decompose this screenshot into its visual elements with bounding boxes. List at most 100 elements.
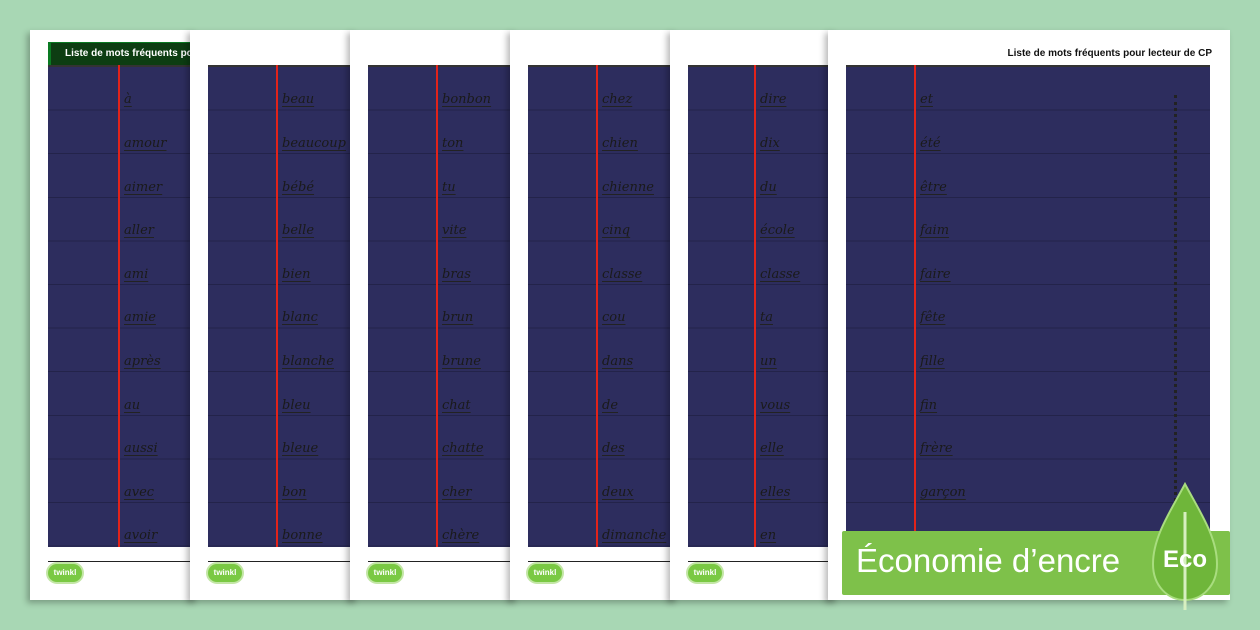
word-item: avoir (124, 528, 158, 543)
page-title: Liste de mots fréquents pour lecteur de … (1007, 48, 1212, 59)
word-list: dire dix du école classe ta un vous elle… (760, 65, 838, 545)
margin-line (436, 65, 438, 547)
word-item: des (602, 441, 625, 456)
twinkl-logo: twinkl (368, 564, 402, 582)
word-item: chienne (602, 180, 654, 195)
word-item: dans (602, 354, 634, 369)
word-list: bonbon ton tu vite bras brun brune chat … (442, 65, 518, 545)
twinkl-logo: twinkl (528, 564, 562, 582)
word-item: ami (124, 267, 149, 282)
footer-divider (528, 561, 678, 562)
word-item: et (920, 92, 933, 107)
word-item: bras (442, 267, 471, 282)
word-item: brune (442, 354, 481, 369)
word-item: avec (124, 485, 155, 500)
twinkl-logo: twinkl (208, 564, 242, 582)
word-item: dimanche (602, 528, 667, 543)
word-item: amie (124, 310, 156, 325)
footer-divider (208, 561, 358, 562)
word-item: beaucoup (282, 136, 346, 151)
twinkl-logo: twinkl (48, 564, 82, 582)
word-list: beau beaucoup bébé belle bien blanc blan… (282, 65, 358, 545)
word-item: blanc (282, 310, 318, 325)
word-item: au (124, 398, 141, 413)
word-item: fête (920, 310, 946, 325)
word-item: aller (124, 223, 154, 238)
page-title: Liste de mots fréquents pour (48, 42, 198, 66)
word-item: bonbon (442, 92, 492, 107)
word-item: bébé (282, 180, 315, 195)
word-item: bien (282, 267, 311, 282)
word-item: vous (760, 398, 791, 413)
dotted-cut-line (1174, 95, 1177, 555)
twinkl-logo: twinkl (688, 564, 722, 582)
margin-line (914, 65, 916, 547)
ruled-lines (208, 65, 358, 547)
word-item: fille (920, 354, 945, 369)
word-item: chatte (442, 441, 484, 456)
worksheet-page-1: Liste de mots fréquents pour à amour aim… (30, 30, 198, 600)
word-item: cou (602, 310, 626, 325)
word-item: vite (442, 223, 467, 238)
word-item: chère (442, 528, 480, 543)
word-item: aimer (124, 180, 163, 195)
word-item: faire (920, 267, 951, 282)
word-item: ta (760, 310, 773, 325)
word-item: en (760, 528, 777, 543)
word-item: cinq (602, 223, 631, 238)
word-item: amour (124, 136, 167, 151)
margin-line (596, 65, 598, 547)
word-item: de (602, 398, 619, 413)
word-list: à amour aimer aller ami amie après au au… (124, 65, 198, 545)
word-item: frère (920, 441, 953, 456)
ruled-lines (846, 65, 1210, 547)
word-item: bleu (282, 398, 311, 413)
margin-line (276, 65, 278, 547)
word-item: beau (282, 92, 315, 107)
worksheet-page-4: chez chien chienne cinq classe cou dans … (510, 30, 678, 600)
word-item: chat (442, 398, 471, 413)
word-item: bleue (282, 441, 319, 456)
word-item: ton (442, 136, 464, 151)
word-item: bonne (282, 528, 323, 543)
word-item: école (760, 223, 795, 238)
word-item: faim (920, 223, 950, 238)
worksheet-page-3: bonbon ton tu vite bras brun brune chat … (350, 30, 518, 600)
word-item: tu (442, 180, 456, 195)
word-item: été (920, 136, 941, 151)
word-item: dire (760, 92, 787, 107)
word-item: elle (760, 441, 784, 456)
ruled-lines (48, 65, 198, 547)
word-item: à (124, 92, 132, 107)
word-list: et été être faim faire fête fille fin fr… (920, 65, 1160, 545)
word-item: du (760, 180, 777, 195)
worksheet-page-2: beau beaucoup bébé belle bien blanc blan… (190, 30, 358, 600)
footer-divider (688, 561, 838, 562)
margin-line (754, 65, 756, 547)
word-item: aussi (124, 441, 158, 456)
word-item: dix (760, 136, 780, 151)
ruled-lines (528, 65, 678, 547)
word-list: chez chien chienne cinq classe cou dans … (602, 65, 678, 545)
ruled-lines (368, 65, 518, 547)
word-item: un (760, 354, 777, 369)
word-item: blanche (282, 354, 334, 369)
margin-line (118, 65, 120, 547)
footer-divider (368, 561, 518, 562)
word-item: après (124, 354, 161, 369)
eco-badge: Eco (1162, 546, 1207, 573)
word-item: classe (602, 267, 643, 282)
word-item: être (920, 180, 947, 195)
ruled-lines (688, 65, 838, 547)
word-item: garçon (920, 485, 966, 500)
word-item: brun (442, 310, 474, 325)
word-item: elles (760, 485, 791, 500)
eco-banner-text: Économie d’encre (856, 542, 1121, 579)
word-item: classe (760, 267, 801, 282)
word-item: deux (602, 485, 634, 500)
word-item: cher (442, 485, 472, 500)
word-item: bon (282, 485, 307, 500)
word-item: chien (602, 136, 638, 151)
worksheet-page-5: dire dix du école classe ta un vous elle… (670, 30, 838, 600)
word-item: fin (920, 398, 938, 413)
